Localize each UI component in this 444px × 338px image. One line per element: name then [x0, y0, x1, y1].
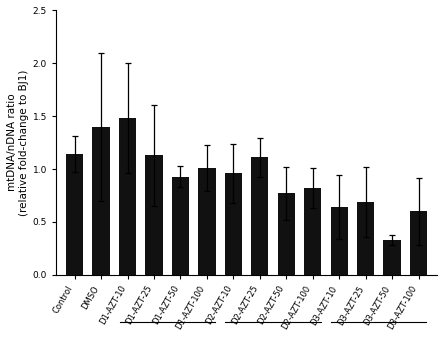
Bar	[410, 211, 427, 275]
Bar	[198, 168, 215, 275]
Bar	[331, 207, 348, 275]
Bar	[172, 176, 189, 275]
Bar	[92, 127, 110, 275]
Bar	[145, 155, 163, 275]
Bar	[357, 202, 374, 275]
Bar	[119, 118, 136, 275]
Bar	[66, 154, 83, 275]
Bar	[251, 158, 269, 275]
Bar	[304, 188, 321, 275]
Bar	[278, 193, 295, 275]
Y-axis label: mtDNA/nDNA ratio
(relative fold-change to BJ1): mtDNA/nDNA ratio (relative fold-change t…	[7, 70, 28, 216]
Bar	[384, 240, 400, 275]
Bar	[225, 173, 242, 275]
